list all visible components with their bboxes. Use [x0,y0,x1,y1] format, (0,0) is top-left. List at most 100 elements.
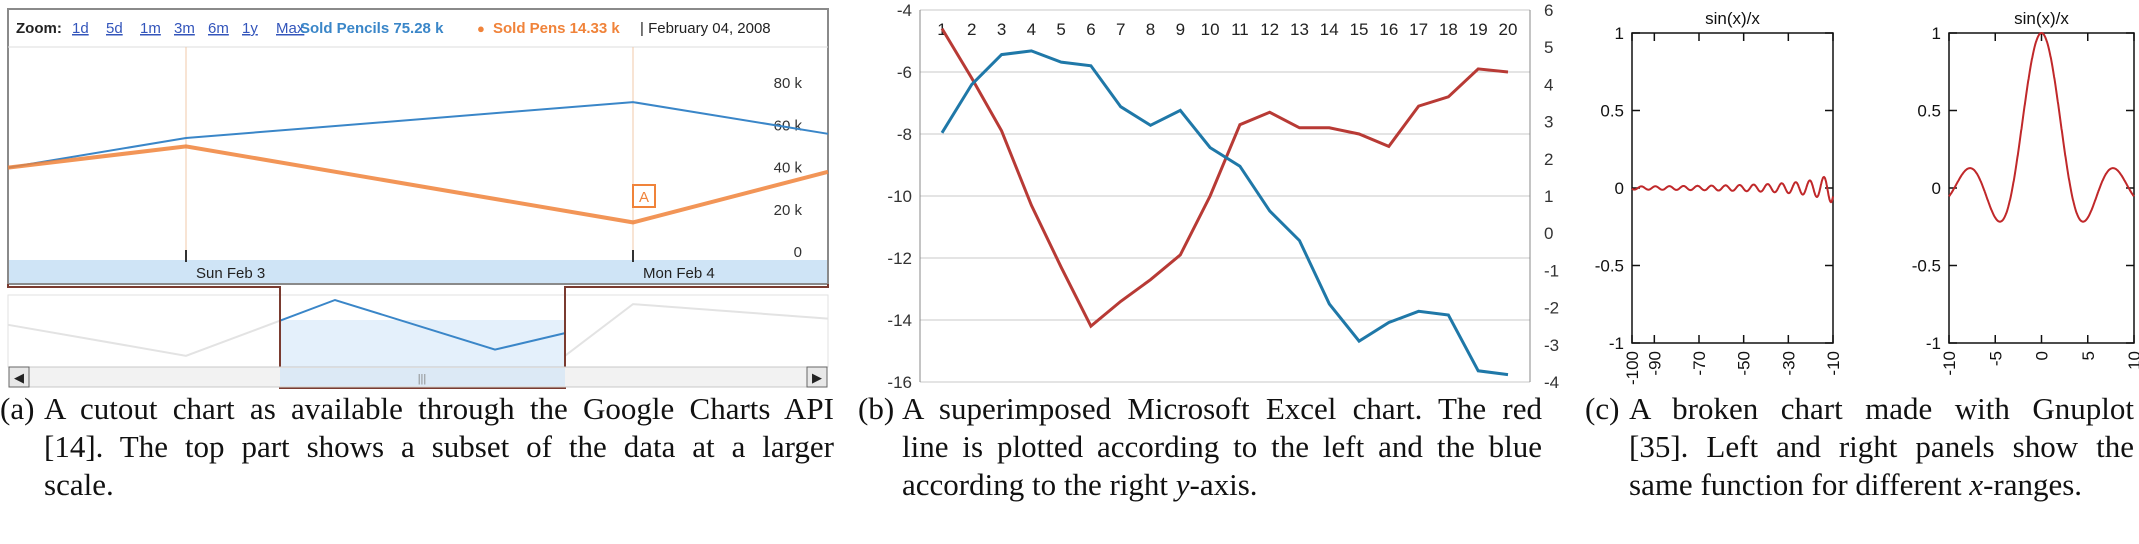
zoom-link-Max[interactable]: Max [276,20,305,37]
x-tick-label-sun: Sun Feb 3 [196,265,265,282]
annotation-flag-label: A [639,189,649,206]
category-label: 6 [1086,20,1095,39]
category-label: 16 [1379,20,1398,39]
category-label: 3 [997,20,1006,39]
x-tick-label: -100 [1623,351,1642,385]
y-tick-label: 60 k [774,117,803,134]
legend-pens: Sold Pens 14.33 k [493,20,620,37]
caption-b-tag: (b) [858,391,895,426]
x-tick-label: 10 [2125,351,2139,370]
y-tick-label: 0.5 [1917,102,1941,121]
caption-a-line: A cutout chart as available through the … [44,391,834,426]
y-axis-ticks: 0 20 k 40 k 60 k 80 k [774,75,803,261]
y-tick-label: -1 [1609,334,1624,353]
sinx-over-x-curve [1631,175,1834,204]
category-labels: 1 2 3 4 5 6 7 8 9 10 11 12 13 14 15 16 17 18 19 20 [937,20,1517,39]
zoom-link-1m[interactable]: 1m [140,20,161,37]
right-subplot: sin(x)/x 1 0.5 0 -0.5 -1-10 -5 0 5 10 [1912,9,2139,376]
right-axis-tick-label: 0 [1544,224,1553,243]
category-label: 18 [1439,20,1458,39]
left-subplot: sin(x)/x 1 0.5 0 -0.5 -1-100 -90 -70 -50 -30 -10 [1595,9,1843,385]
series-line-left-axis-red [940,27,1509,329]
left-axis-ticks: -4 -6 -8 -10 -12 -14 -16 [887,1,912,392]
subplot-title: sin(x)/x [1705,9,1760,28]
x-tick-label: 5 [2079,351,2098,360]
y-tick-label: 20 k [774,202,803,219]
sinx-over-x-curve [1948,32,2135,223]
caption-c-tag: (c) [1585,391,1620,426]
caption-b-line: line is plotted according to the left an… [902,429,1542,464]
series-line-sold-pencils [7,101,829,169]
zoom-links: 1d 5d 1m 3m 6m 1y Max [72,20,305,37]
y-tick-label: 0 [1932,179,1941,198]
right-axis-ticks: 6 5 4 3 2 1 0 -1 -2 -3 -4 [1544,1,1559,392]
category-label: 4 [1027,20,1036,39]
italic-variable: x [1969,467,1984,502]
y-tick-label: -0.5 [1595,257,1624,276]
subplot-title: sin(x)/x [2014,9,2069,28]
scroll-right-arrow-icon: ▶ [812,370,822,385]
zoom-link-1d[interactable]: 1d [72,20,89,37]
category-label: 14 [1320,20,1339,39]
range-selector-outline [7,284,829,389]
caption-c-line: A broken chart made with Gnuplot [1629,391,2134,426]
scroll-right-button[interactable] [806,366,828,388]
category-label: 11 [1231,20,1249,39]
right-axis-tick-label: 1 [1544,187,1553,206]
category-label: 15 [1350,20,1369,39]
panel-c-gnuplot-chart: sin(x)/x 1 0.5 0 -0.5 -1 -100 -90 -70 -50 -30 -10 s… [1575,0,2139,390]
right-axis-tick-label: 2 [1544,150,1553,169]
right-axis-tick-label: 3 [1544,113,1553,132]
legend-bullet: ● [477,21,485,36]
x-axis-band [9,260,827,283]
y-tick-label: 0 [1615,179,1624,198]
y-tick-label: 1 [1932,24,1941,43]
x-tick-label: -30 [1779,351,1798,376]
y-tick-label: 1 [1615,24,1624,43]
zoom-link-1y[interactable]: 1y [242,20,258,37]
x-tick-label: -10 [1824,351,1843,376]
scrollbar-grip: ||| [418,373,427,385]
left-axis-tick-label: -6 [897,63,912,82]
category-label: 8 [1146,20,1155,39]
zoom-link-6m[interactable]: 6m [208,20,229,37]
plot-frame [1631,32,1834,344]
x-tick-label-mon: Mon Feb 4 [643,265,715,282]
right-axis-tick-label: 5 [1544,38,1553,57]
scrollbar-thumb[interactable] [280,368,565,386]
right-axis-tick-label: -2 [1544,299,1559,318]
category-label: 19 [1469,20,1488,39]
category-label: 7 [1116,20,1125,39]
zoom-link-5d[interactable]: 5d [106,20,123,37]
left-axis-tick-label: -8 [897,125,912,144]
x-tick-label: -70 [1690,351,1709,376]
category-label: 12 [1260,20,1279,39]
scroll-left-button[interactable] [8,366,30,388]
category-label: 9 [1176,20,1185,39]
y-tick-label: 40 k [774,160,803,177]
right-axis-tick-label: -4 [1544,373,1559,390]
y-tick-label: 80 k [774,75,803,92]
right-axis-tick-label: 6 [1544,1,1553,20]
y-tick-label: 0 [794,244,802,261]
y-tick-label: 0.5 [1600,102,1624,121]
main-chart-frame [7,8,829,285]
caption-b-line: according to the right y-axis. [902,467,1258,502]
panel-a-google-chart: Zoom: 1d 5d 1m 3m 6m 1y Max Sold Pencils 75.28… [0,0,840,390]
series-line-right-axis-blue [940,49,1509,377]
caption-b-line: A superimposed Microsoft Excel chart. Th… [902,391,1542,426]
series-line-sold-pens [7,144,829,225]
category-label: 13 [1290,20,1309,39]
caption-a-tag: (a) [0,391,35,426]
caption-a-line: [14]. The top part shows a subset of the… [44,429,834,464]
google-chart-svg: Zoom: 1d 5d 1m 3m 6m 1y Max Sold Pencils 75.28… [7,8,829,389]
zoom-link-3m[interactable]: 3m [174,20,195,37]
annotation-flag[interactable] [632,184,656,208]
right-axis-tick-label: 4 [1544,75,1553,94]
caption-c-line: same function for different x-ranges. [1629,467,2083,502]
x-tick-label: -5 [1986,351,2005,366]
zoom-label: Zoom: [16,20,62,37]
left-axis-tick-label: -4 [897,1,912,20]
